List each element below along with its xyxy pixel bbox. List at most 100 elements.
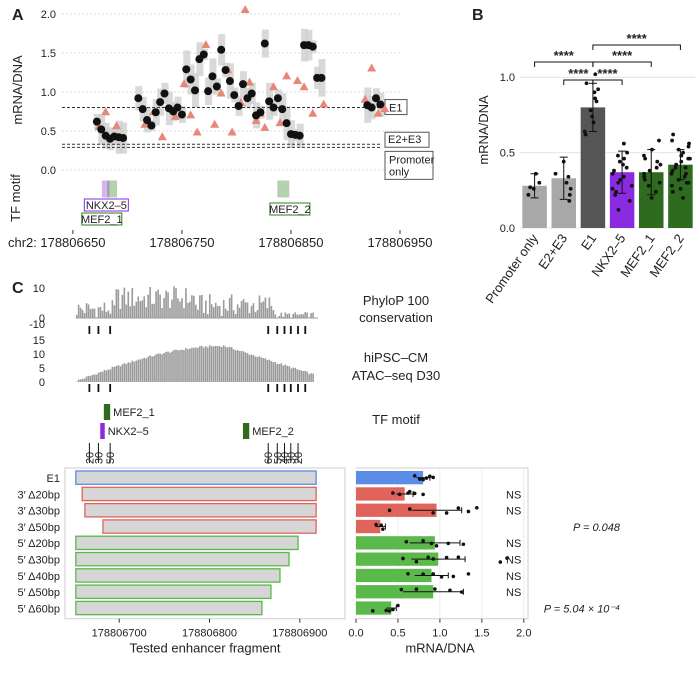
triangle-point: [216, 88, 226, 97]
triangle-point: [251, 115, 261, 124]
atac-bar: [254, 356, 257, 382]
atac-bar: [286, 365, 289, 382]
conservation-bar: [254, 312, 257, 318]
fragment-row-label: 5′ Δ30bp: [18, 555, 60, 567]
conservation-bar: [278, 315, 281, 318]
conservation-bar: [284, 312, 287, 318]
value-tick-label: 2.0: [516, 628, 531, 640]
data-point-b: [681, 150, 685, 155]
conservation-bar: [117, 289, 120, 318]
motif-box: [277, 180, 290, 198]
atac-bar: [81, 378, 84, 382]
conservation-bar: [97, 307, 100, 318]
data-point-b: [624, 165, 629, 170]
conservation-bar: [240, 300, 243, 318]
motif-label-c-mef2-2: MEF2_2: [252, 426, 294, 438]
data-point: [143, 116, 152, 125]
atac-bar: [212, 346, 215, 382]
atac-bar: [187, 349, 189, 382]
conservation-bar: [175, 288, 177, 318]
conservation-bar: [197, 309, 199, 318]
y-tick-label-a: 0.5: [41, 126, 56, 138]
atac-bar: [302, 371, 304, 382]
significance-label: ****: [568, 66, 589, 81]
conservation-bar: [135, 301, 138, 318]
fragment-bar: [102, 519, 317, 534]
atac-bar: [117, 365, 120, 382]
value-point: [379, 523, 383, 527]
conservation-bar: [141, 300, 144, 318]
x-tick-label-b: E1: [578, 231, 599, 253]
data-point-b: [676, 147, 681, 152]
track1-tick-label: 10: [33, 283, 45, 295]
data-point: [225, 77, 234, 86]
panel-label-a: A: [12, 7, 24, 24]
track2-label-2: ATAC–seq D30: [352, 368, 440, 383]
conservation-bar: [157, 289, 159, 318]
triangle-point: [367, 63, 377, 72]
data-point: [208, 72, 217, 81]
motif-box-c: [242, 423, 250, 439]
value-point: [444, 511, 449, 515]
conservation-bar: [272, 310, 275, 318]
value-point: [412, 491, 417, 496]
motif-track-label-c: TF motif: [372, 412, 420, 427]
value-point: [391, 607, 395, 612]
atac-bar: [121, 364, 124, 382]
atac-bar: [135, 360, 138, 382]
conservation-bar: [224, 308, 227, 318]
conservation-bar: [153, 303, 155, 318]
data-point: [308, 42, 317, 51]
atac-bar: [159, 353, 161, 382]
data-point-b: [670, 183, 674, 188]
data-point-b: [627, 198, 632, 203]
motif-box-c: [100, 423, 105, 439]
conservation-bar: [195, 304, 197, 318]
conservation-bar: [248, 313, 251, 318]
data-point: [230, 91, 239, 100]
value-point: [444, 555, 449, 560]
conservation-bar: [93, 308, 96, 318]
atac-bar: [208, 345, 211, 382]
data-point: [256, 108, 265, 117]
data-point-b: [568, 186, 573, 191]
atac-bar: [107, 369, 110, 382]
data-point-b: [526, 192, 531, 197]
conservation-bar: [111, 300, 114, 318]
fragment-row-label: 3′ Δ20bp: [18, 489, 60, 501]
data-point: [376, 100, 385, 109]
atac-bar: [199, 346, 201, 382]
atac-bar: [103, 369, 106, 382]
data-point: [212, 82, 221, 91]
significance-text: NS: [506, 489, 521, 501]
atac-bar: [268, 359, 271, 382]
atac-bar: [290, 368, 293, 382]
conservation-bar: [288, 313, 291, 318]
conservation-bar: [310, 313, 312, 318]
data-point: [151, 108, 160, 117]
data-point-b: [647, 168, 652, 173]
deletion-tick-label: 30: [93, 452, 105, 464]
motif-label-mef2-2: MEF2_2: [269, 204, 311, 216]
fragment-row-label: 5′ Δ60bp: [18, 603, 60, 615]
significance-text: NS: [506, 587, 521, 599]
conservation-bar: [256, 310, 259, 318]
significance-bracket: [592, 44, 681, 50]
data-point-b: [528, 185, 533, 190]
data-point-b: [583, 132, 588, 137]
value-point: [475, 505, 479, 510]
atac-bar: [278, 363, 281, 382]
data-point-b: [670, 138, 674, 143]
conservation-bar: [270, 305, 273, 318]
data-point-b: [682, 174, 687, 179]
conservation-bar: [244, 302, 247, 318]
atac-bar: [218, 346, 221, 382]
data-point-b: [553, 171, 558, 176]
data-point: [234, 102, 243, 110]
data-point-b: [622, 156, 627, 161]
conservation-bar: [115, 289, 118, 318]
conservation-bar: [298, 314, 300, 318]
fragment-bar: [75, 551, 290, 567]
atac-bar: [232, 349, 235, 382]
fragment-bar: [81, 486, 317, 502]
